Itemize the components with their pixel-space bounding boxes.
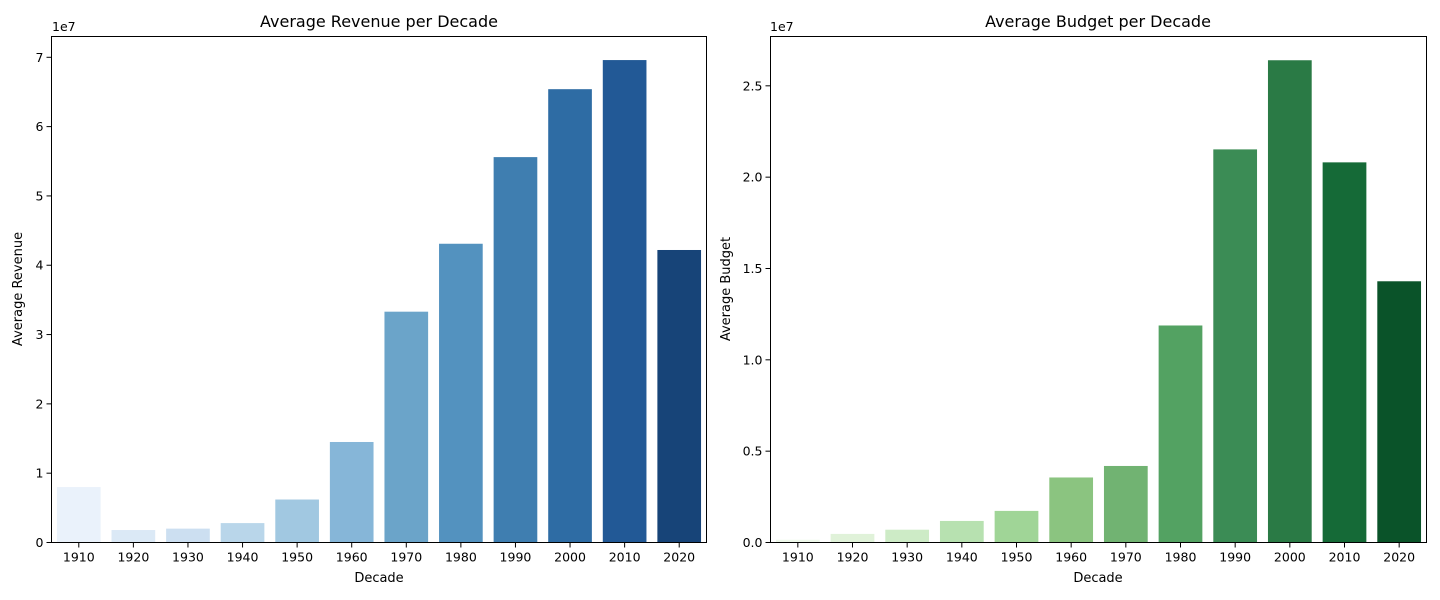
budget-x-tick-label: 2000 (1274, 550, 1306, 565)
budget-bars (775, 60, 1422, 543)
budget-bar-1950 (994, 510, 1039, 543)
revenue-x-tick-label: 1980 (445, 550, 477, 565)
revenue-x-tick-label: 1910 (63, 550, 95, 565)
budget-bar-1960 (1049, 477, 1094, 543)
budget-x-tick-label: 2020 (1383, 550, 1415, 565)
budget-bar-1990 (1213, 149, 1258, 543)
revenue-bar-2010 (602, 60, 647, 543)
revenue-y-tick-label: 4 (36, 258, 44, 273)
budget-bar-1970 (1103, 465, 1148, 543)
budget-x-tick-label: 1990 (1219, 550, 1251, 565)
budget-y-tick-label: 1.0 (743, 352, 763, 367)
budget-y-ticks: 0.0 0.5 1.0 1.5 2.0 2.5 (743, 78, 771, 550)
budget-y-tick-label: 2.0 (743, 170, 763, 185)
revenue-bar-1960 (329, 441, 374, 543)
revenue-bar-1970 (384, 311, 429, 543)
budget-plot-frame (770, 36, 1427, 543)
revenue-bar-1950 (275, 499, 319, 543)
revenue-bar-1910 (56, 487, 101, 543)
budget-x-tick-label: 1980 (1165, 550, 1197, 565)
revenue-x-tick-label: 1950 (281, 550, 313, 565)
revenue-bars (56, 60, 702, 543)
revenue-y-tick-label: 6 (36, 119, 44, 134)
revenue-plot-frame (51, 36, 707, 543)
revenue-x-tick-label: 1990 (500, 550, 532, 565)
revenue-x-tick-label: 1940 (227, 550, 259, 565)
budget-y-tick-label: 1.5 (743, 261, 763, 276)
budget-bar-1910 (775, 539, 820, 543)
budget-chart-title: Average Budget per Decade (985, 12, 1211, 31)
revenue-chart: Average Revenue per Decade 1e7 Average R… (11, 12, 707, 586)
revenue-x-tick-label: 1920 (117, 550, 149, 565)
revenue-y-tick-label: 7 (36, 50, 44, 65)
revenue-bar-2000 (548, 89, 592, 543)
revenue-x-tick-label: 1930 (172, 550, 204, 565)
revenue-bar-1940 (220, 523, 265, 543)
revenue-y-tick-label: 5 (36, 188, 44, 203)
revenue-x-tick-label: 2010 (609, 550, 641, 565)
budget-x-tick-label: 1910 (782, 550, 814, 565)
budget-x-tick-label: 1940 (946, 550, 978, 565)
budget-chart: Average Budget per Decade 1e7 Average Bu… (719, 12, 1427, 586)
revenue-y-tick-label: 2 (36, 396, 44, 411)
revenue-y-tick-label: 3 (36, 327, 44, 342)
revenue-bar-1920 (111, 530, 156, 543)
budget-bar-1920 (830, 533, 875, 543)
revenue-x-tick-label: 1970 (390, 550, 422, 565)
budget-x-ticks: 1910 1920 1930 1940 1950 1960 1970 1980 1990 2000… (782, 542, 1415, 565)
revenue-x-ticks: 1910 1920 1930 1940 1950 1960 1970 1980 1990 2000… (63, 542, 695, 565)
revenue-y-axis-label: Average Revenue (11, 232, 26, 346)
budget-x-tick-label: 1970 (1110, 550, 1142, 565)
budget-y-tick-label: 0.0 (743, 535, 763, 550)
budget-bar-1940 (939, 520, 984, 543)
budget-x-tick-label: 1920 (837, 550, 869, 565)
budget-x-axis-label: Decade (1073, 571, 1122, 586)
budget-multiplier-label: 1e7 (770, 19, 794, 34)
budget-bar-2010 (1322, 162, 1367, 543)
revenue-chart-title: Average Revenue per Decade (260, 12, 498, 31)
revenue-bar-2020 (657, 249, 702, 543)
budget-bar-1930 (885, 529, 930, 543)
revenue-x-tick-label: 2020 (663, 550, 695, 565)
budget-x-tick-label: 2010 (1329, 550, 1361, 565)
budget-x-tick-label: 1950 (1001, 550, 1033, 565)
revenue-bar-1990 (493, 157, 538, 543)
revenue-multiplier-label: 1e7 (52, 19, 76, 34)
revenue-y-tick-label: 0 (36, 535, 44, 550)
budget-x-tick-label: 1960 (1055, 550, 1087, 565)
revenue-x-axis-label: Decade (354, 571, 403, 586)
budget-y-axis-label: Average Budget (719, 237, 734, 341)
revenue-y-ticks: 0 1 2 3 4 5 6 7 (36, 50, 52, 550)
revenue-x-tick-label: 2000 (554, 550, 586, 565)
budget-x-tick-label: 1930 (891, 550, 923, 565)
budget-bar-1980 (1158, 325, 1203, 543)
revenue-bar-1980 (439, 243, 483, 543)
revenue-x-tick-label: 1960 (336, 550, 368, 565)
budget-y-tick-label: 2.5 (743, 78, 763, 93)
budget-bar-2020 (1377, 281, 1422, 543)
revenue-y-tick-label: 1 (36, 466, 44, 481)
budget-bar-2000 (1267, 60, 1312, 543)
revenue-bar-1930 (166, 528, 210, 543)
budget-y-tick-label: 0.5 (743, 444, 763, 459)
